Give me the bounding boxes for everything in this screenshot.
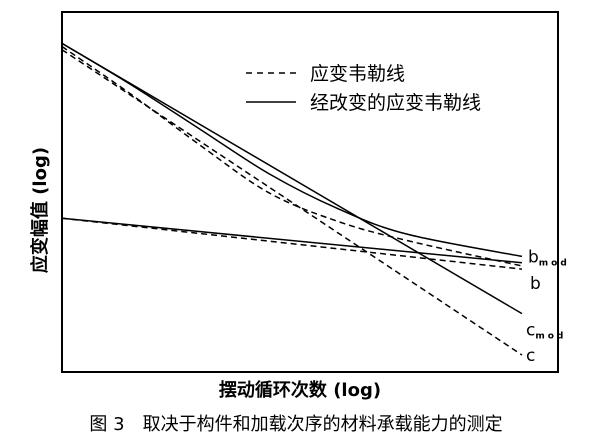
series-line-b: [61, 45, 523, 267]
legend-solid-label: 经改变的应变韦勒线: [310, 92, 481, 114]
series-label-b_mod: bmod: [528, 247, 570, 268]
x-axis-label: 摆动循环次数 (log): [219, 379, 381, 401]
series-label-subscript: mod: [539, 258, 570, 268]
series-line-elastic: [61, 217, 523, 264]
figure-caption: 图 3 取决于构件和加载次序的材料承载能力的测定: [0, 412, 592, 438]
figure-number: 图 3: [89, 414, 125, 435]
legend: 应变韦勒线 经改变的应变韦勒线: [246, 63, 481, 114]
series-label-c_mod: cmod: [526, 321, 566, 342]
plot-frame: [61, 11, 559, 373]
end-labels: bmod b cmod c: [526, 247, 570, 366]
y-axis-label: 应变幅值 (log): [29, 147, 51, 273]
series-line-c_mod: [61, 42, 523, 315]
series-line-c: [61, 49, 523, 356]
series-label-b: b: [530, 274, 541, 294]
series-layer: [61, 42, 523, 356]
series-label-subscript: mod: [535, 332, 566, 342]
series-line-elastic-modified: [61, 217, 523, 270]
series-label-c: c: [526, 346, 535, 366]
chart: 应变韦勒线 经改变的应变韦勒线 摆动循环次数 (log) 应变幅值 (log) …: [29, 11, 570, 401]
legend-dashed-label: 应变韦勒线: [310, 63, 405, 85]
figure-caption-text: 取决于构件和加载次序的材料承载能力的测定: [142, 414, 503, 435]
